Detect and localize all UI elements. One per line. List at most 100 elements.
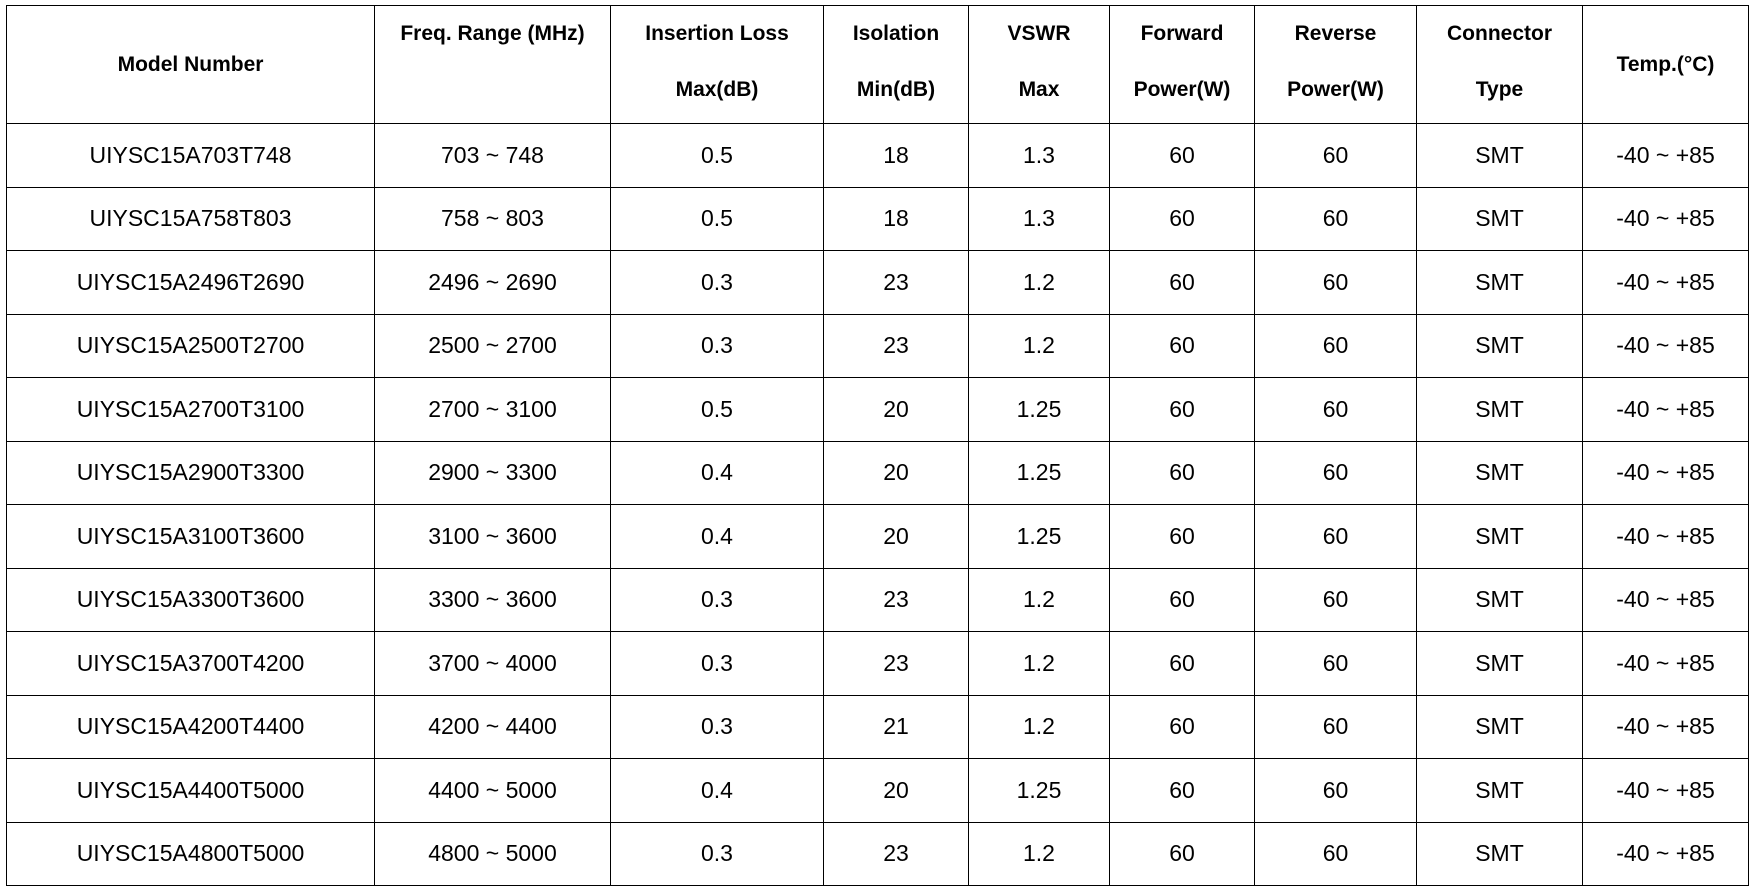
table-row: UIYSC15A2500T2700 2500 ~ 2700 0.3 23 1.2 60 60…	[6, 313, 1749, 378]
table-cell: -40 ~ +85	[1582, 567, 1749, 632]
header-cell: Insertion Loss Max(dB)	[610, 5, 824, 124]
table-cell: 60	[1109, 504, 1255, 569]
table-cell: 0.3	[610, 250, 824, 315]
header-text: Max(dB)	[675, 78, 759, 101]
table-cell: 1.3	[968, 186, 1110, 251]
table-cell: 1.25	[968, 440, 1110, 505]
table-cell: 60	[1109, 631, 1255, 696]
table-cell: 4800 ~ 5000	[374, 821, 611, 886]
table-cell: -40 ~ +85	[1582, 631, 1749, 696]
table-cell: 60	[1254, 631, 1417, 696]
table-cell: 0.5	[610, 123, 824, 188]
table-cell: UIYSC15A3100T3600	[6, 504, 375, 569]
table-cell: 60	[1109, 440, 1255, 505]
table-cell: UIYSC15A4800T5000	[6, 821, 375, 886]
header-cell: Temp.(°C)	[1582, 5, 1749, 124]
table-cell: 20	[823, 377, 969, 442]
header-text: Power(W)	[1133, 78, 1231, 101]
header-text: Power(W)	[1287, 78, 1384, 101]
table-cell: 60	[1254, 694, 1417, 759]
table-row: UIYSC15A703T748 703 ~ 748 0.5 18 1.3 60 60 SMT -…	[6, 123, 1749, 188]
table-cell: 23	[823, 567, 969, 632]
table-cell: 60	[1109, 377, 1255, 442]
table-cell: 60	[1109, 694, 1255, 759]
table-cell: 60	[1109, 186, 1255, 251]
table-cell: -40 ~ +85	[1582, 313, 1749, 378]
table-cell: 1.2	[968, 821, 1110, 886]
header-text: Forward	[1140, 22, 1224, 45]
header-cell: Freq. Range (MHz)	[374, 5, 611, 124]
table-cell: 60	[1109, 758, 1255, 823]
table-cell: UIYSC15A4400T5000	[6, 758, 375, 823]
table-row: UIYSC15A3300T3600 3300 ~ 3600 0.3 23 1.2 60 60…	[6, 567, 1749, 632]
header-text: Insertion Loss	[645, 22, 789, 45]
table-cell: 23	[823, 250, 969, 315]
table-cell: UIYSC15A2700T3100	[6, 377, 375, 442]
table-cell: -40 ~ +85	[1582, 186, 1749, 251]
table-cell: 60	[1109, 567, 1255, 632]
table-cell: 23	[823, 631, 969, 696]
table-cell: -40 ~ +85	[1582, 694, 1749, 759]
table-cell: -40 ~ +85	[1582, 377, 1749, 442]
header-text: Isolation	[852, 22, 940, 45]
table-row: UIYSC15A758T803 758 ~ 803 0.5 18 1.3 60 60 SMT -…	[6, 186, 1749, 251]
table-cell: 23	[823, 821, 969, 886]
header-text: Max	[1018, 78, 1060, 101]
table-cell: 2496 ~ 2690	[374, 250, 611, 315]
table-cell: UIYSC15A4200T4400	[6, 694, 375, 759]
table-row: UIYSC15A4200T4400 4200 ~ 4400 0.3 21 1.2 60 60…	[6, 694, 1749, 759]
header-cell: Reverse Power(W)	[1254, 5, 1417, 124]
table-cell: 2500 ~ 2700	[374, 313, 611, 378]
table-cell: SMT	[1416, 186, 1583, 251]
table-cell: 60	[1109, 123, 1255, 188]
table-row: UIYSC15A2496T2690 2496 ~ 2690 0.3 23 1.2 60 60…	[6, 250, 1749, 315]
table-cell: 60	[1254, 567, 1417, 632]
table-cell: 20	[823, 440, 969, 505]
header-text: Min(dB)	[856, 78, 936, 101]
table-cell: SMT	[1416, 631, 1583, 696]
table-row: UIYSC15A2900T3300 2900 ~ 3300 0.4 20 1.25 60 6…	[6, 440, 1749, 505]
table-cell: 1.25	[968, 504, 1110, 569]
table-cell: 60	[1109, 250, 1255, 315]
table-cell: 60	[1254, 504, 1417, 569]
table-cell: 2900 ~ 3300	[374, 440, 611, 505]
header-text: Connector	[1447, 22, 1552, 45]
table-cell: 20	[823, 504, 969, 569]
table-cell: 4400 ~ 5000	[374, 758, 611, 823]
table-cell: SMT	[1416, 313, 1583, 378]
table-cell: -40 ~ +85	[1582, 250, 1749, 315]
table-cell: 60	[1254, 440, 1417, 505]
table-cell: 18	[823, 186, 969, 251]
table-cell: UIYSC15A703T748	[6, 123, 375, 188]
table-cell: 758 ~ 803	[374, 186, 611, 251]
header-cell: Connector Type	[1416, 5, 1583, 124]
header-row: Model Number Freq. Range (MHz) Insertion L…	[6, 5, 1749, 124]
table-cell: 60	[1254, 821, 1417, 886]
table-cell: 20	[823, 758, 969, 823]
table-cell: 703 ~ 748	[374, 123, 611, 188]
table-cell: UIYSC15A2900T3300	[6, 440, 375, 505]
table-row: UIYSC15A4400T5000 4400 ~ 5000 0.4 20 1.25 60 6…	[6, 758, 1749, 823]
table-cell: UIYSC15A3700T4200	[6, 631, 375, 696]
header-text: Reverse	[1294, 22, 1377, 45]
table-cell: SMT	[1416, 758, 1583, 823]
table-body: UIYSC15A703T748 703 ~ 748 0.5 18 1.3 60 60 SMT -…	[6, 123, 1749, 886]
table-cell: 1.2	[968, 250, 1110, 315]
table-cell: 60	[1254, 377, 1417, 442]
table-cell: SMT	[1416, 377, 1583, 442]
table-cell: 1.2	[968, 567, 1110, 632]
table-cell: 60	[1254, 186, 1417, 251]
table-row: UIYSC15A4800T5000 4800 ~ 5000 0.3 23 1.2 60 60…	[6, 821, 1749, 886]
table-cell: 18	[823, 123, 969, 188]
header-cell: Model Number	[6, 5, 375, 124]
table-cell: 0.4	[610, 758, 824, 823]
table-cell: -40 ~ +85	[1582, 440, 1749, 505]
table-cell: 60	[1254, 758, 1417, 823]
table-cell: -40 ~ +85	[1582, 123, 1749, 188]
table-cell: UIYSC15A3300T3600	[6, 567, 375, 632]
table-cell: 0.4	[610, 504, 824, 569]
table-row: UIYSC15A3700T4200 3700 ~ 4000 0.3 23 1.2 60 60…	[6, 631, 1749, 696]
header-cell: VSWR Max	[968, 5, 1110, 124]
table-cell: SMT	[1416, 567, 1583, 632]
table-cell: 1.3	[968, 123, 1110, 188]
